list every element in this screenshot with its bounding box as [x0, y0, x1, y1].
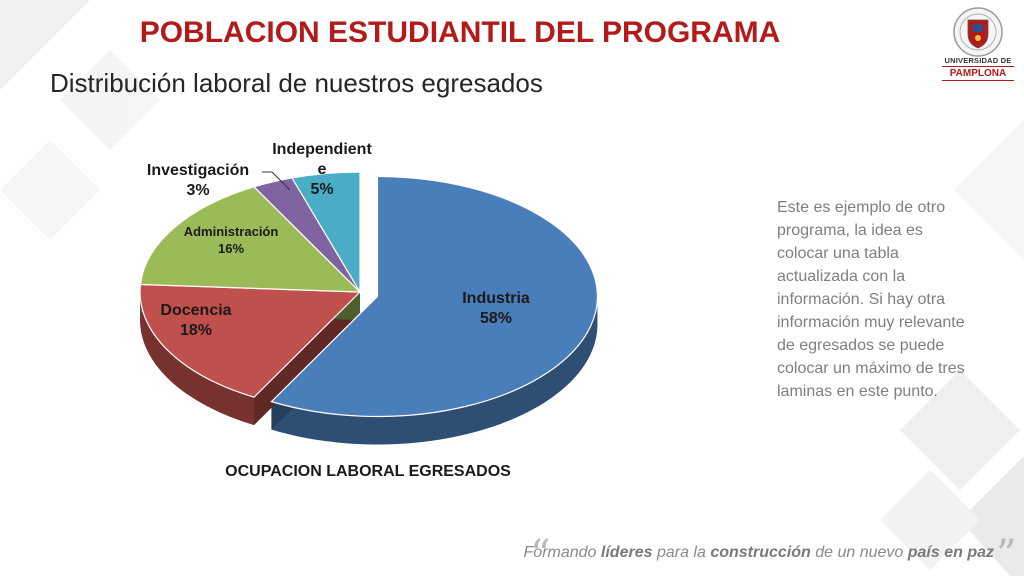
open-quote-icon: “: [530, 532, 551, 578]
slogan-part: construcción: [710, 544, 811, 561]
slogan-part: Formando: [523, 544, 601, 561]
slice-label: Independient e 5%: [272, 141, 372, 198]
pie-slice-administración: [139, 186, 362, 293]
university-seal-icon: [953, 7, 1003, 57]
slogan-part: líderes: [600, 544, 653, 561]
pie-slice-industria: [270, 175, 599, 418]
side-note-text: Este es ejemplo de otro programa, la ide…: [777, 199, 965, 400]
slice-label: Administración 16%: [184, 224, 279, 256]
chart-title: OCUPACION LABORAL EGRESADOS: [225, 463, 511, 480]
pie-slice-independiente: [291, 171, 361, 295]
pie-slice-side: [140, 292, 255, 426]
pie-slice-side: [271, 296, 598, 445]
pie-chart: Industria 58% Docencia 18% Administración 16%…: [139, 141, 599, 445]
logo-line-1: UNIVERSIDAD DE: [944, 56, 1012, 65]
slogan-part: para la: [652, 544, 711, 561]
pie-slice-docencia: [139, 283, 362, 398]
leader-line: [262, 171, 291, 191]
slide-title: POBLACION ESTUDIANTIL DEL PROGRAMA: [139, 16, 781, 49]
slice-label: Industria 58%: [462, 290, 530, 327]
slice-label: Docencia 18%: [160, 302, 231, 339]
slogan-part: país en paz: [907, 544, 994, 561]
footer-slogan: Formando líderes para la construcción de…: [524, 544, 994, 562]
close-quote-icon: ”: [996, 532, 1017, 578]
slide-subtitle: Distribución laboral de nuestros egresad…: [50, 68, 543, 98]
logo-line-2: PAMPLONA: [942, 66, 1014, 81]
slogan-part: de un nuevo: [810, 544, 908, 561]
slice-label: Investigación 3%: [147, 162, 249, 199]
